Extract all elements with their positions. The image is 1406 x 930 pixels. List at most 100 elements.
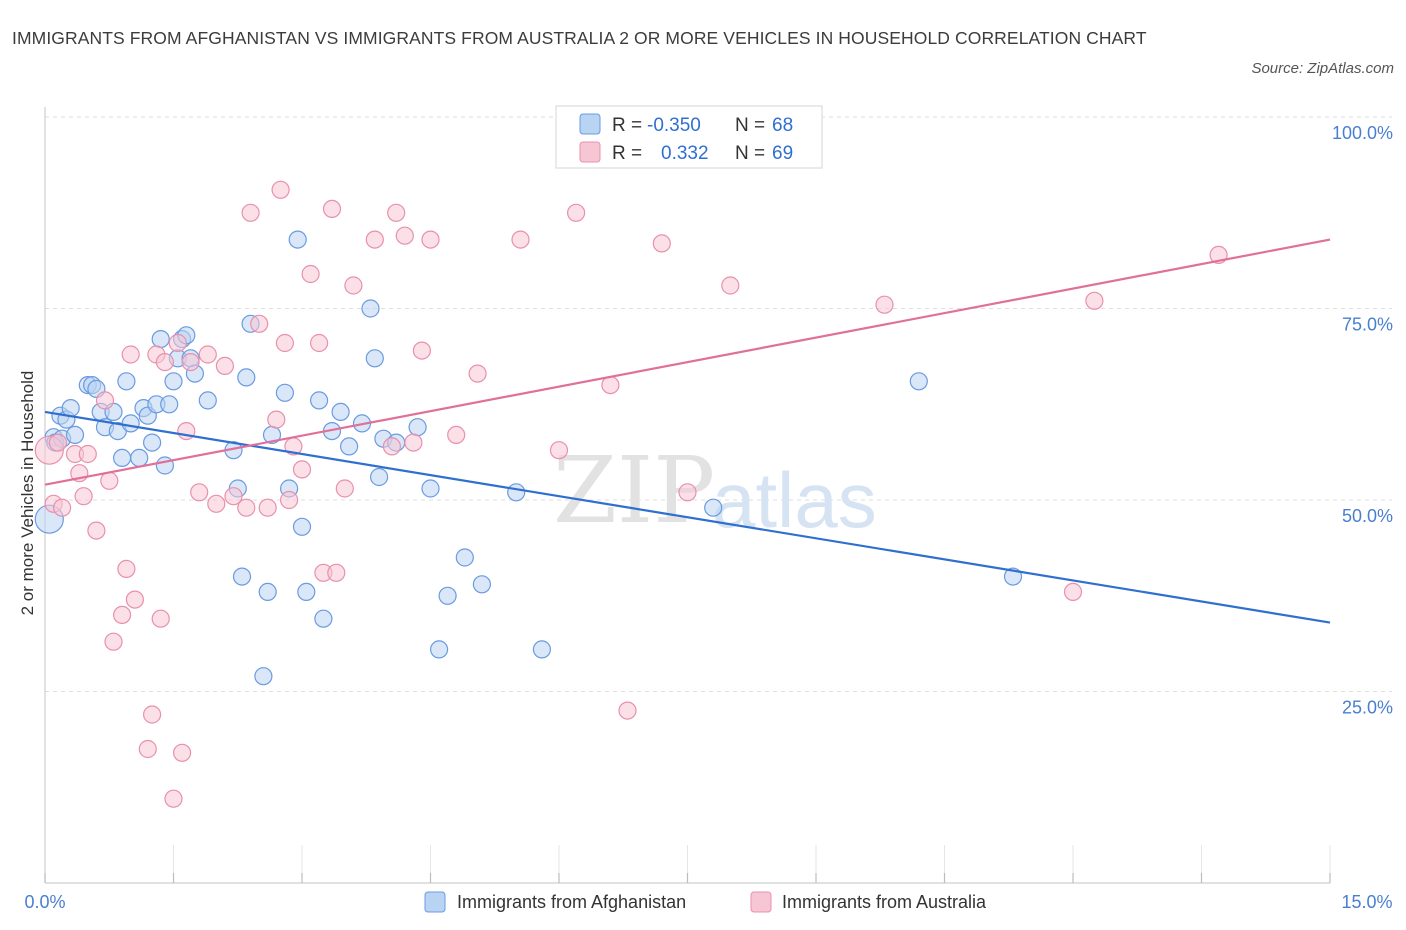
australia-point [652,234,671,253]
legend-r-label: R = [612,115,642,136]
australia-point [618,701,637,720]
australia-point [87,521,106,540]
australia-point [138,739,157,759]
afghanistan-point [408,418,427,437]
afghanistan-point [297,582,316,602]
afghanistan-point [438,586,457,605]
afghanistan-point [340,437,359,456]
australia-point [78,444,97,464]
legend-swatch-australia [579,141,601,163]
bottom-legend-australia: Immigrants from Australia [782,892,987,912]
y-tick-label: 25.0% [1342,698,1393,718]
afghanistan-point [288,230,307,249]
y-tick-label: 100.0% [1332,123,1393,143]
australia-point [344,276,363,295]
australia-point [95,391,115,410]
afghanistan-point [532,640,552,659]
australia-point [155,353,174,372]
afghanistan-point [65,425,85,444]
australia-point [100,471,119,490]
australia-point [601,376,620,395]
australia-point [549,441,569,460]
afghanistan-point [430,640,449,659]
australia-point [1063,582,1083,602]
australia-point [241,203,260,222]
afghanistan-point [151,330,170,349]
afghanistan-point [121,414,140,433]
australia-point [104,632,123,651]
afghanistan-trend-line [44,410,1331,624]
australia-point [267,410,286,429]
afghanistan-point [361,299,380,318]
australia-point [181,353,200,372]
afghanistan-point [237,368,256,387]
afghanistan-point [232,567,252,586]
australia-point [1085,291,1104,310]
australia-point [566,203,586,222]
australia-point [875,295,894,314]
legend-n-label: N = [735,143,765,164]
series-australia-points [34,180,1228,808]
australia-point [292,460,312,479]
afghanistan-point [112,448,132,467]
australia-point [271,180,290,199]
legend-r-value: -0.350 [647,115,701,136]
afghanistan-point [198,391,217,410]
australia-point [190,483,209,502]
bottom-legend-afghanistan: Immigrants from Afghanistan [457,892,686,912]
afghanistan-point [130,448,149,467]
afghanistan-point [472,575,491,594]
australia-point [117,559,136,579]
legend-swatch-afghanistan [579,113,601,135]
afghanistan-point [455,548,474,567]
legend-r-value: 0.332 [661,143,709,164]
trend-lines [44,238,1331,624]
chart-title: IMMIGRANTS FROM AFGHANISTAN VS IMMIGRANT… [12,28,1147,48]
australia-point [164,789,183,808]
legend-n-value: 69 [772,143,793,164]
source-label: Source: ZipAtlas.com [1251,60,1394,77]
afghanistan-point [160,395,179,414]
y-tick-label: 50.0% [1342,506,1393,526]
afghanistan-point [275,383,294,402]
australia-point [74,487,93,506]
australia-point [511,230,530,249]
australia-point [387,203,406,222]
afghanistan-point [310,391,329,410]
australia-point [173,743,192,762]
correlation-legend: R = -0.350 N = 68 R = 0.332 N = 69 [555,105,823,169]
afghanistan-point [258,582,277,602]
australia-point [404,433,423,452]
australia-point [447,425,466,444]
australia-point [52,498,72,517]
australia-point [412,341,431,360]
australia-point [151,609,170,628]
series-afghanistan-points [34,230,1023,686]
australia-point [721,276,740,295]
australia-point [198,345,217,364]
afghanistan-point [370,467,389,487]
australia-point [215,356,234,375]
afghanistan-point [164,372,183,391]
australia-point [48,433,68,452]
australia-point [382,437,401,456]
afghanistan-point [155,456,174,475]
series-legend: Immigrants from Afghanistan Immigrants f… [424,891,987,913]
australia-point [125,590,144,609]
australia-point [395,226,414,245]
australia-point [224,487,243,506]
y-axis-title: 2 or more Vehicles in Household [18,371,37,616]
afghanistan-point [292,517,312,536]
bottom-legend-swatch-australia [750,891,772,913]
axis-layer: 25.0% 50.0% 75.0% 100.0% [44,107,1393,884]
australia-point [365,230,384,249]
legend-r-label: R = [612,143,642,164]
australia-point [112,605,132,625]
australia-point [143,705,162,724]
australia-point [301,264,320,284]
bottom-legend-swatch-afghanistan [424,891,446,913]
australia-point [275,333,294,353]
australia-point [250,314,269,333]
australia-point [207,494,226,513]
